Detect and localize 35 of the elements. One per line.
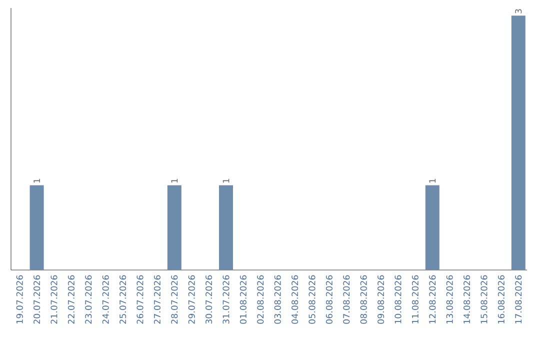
x-tick-label: 05.08.2026 — [308, 275, 316, 324]
x-tick-label: 25.07.2026 — [120, 275, 126, 324]
x-tick-label: 26.07.2026 — [136, 275, 144, 324]
x-tick-label: 11.08.2026 — [412, 275, 418, 324]
x-tick-label: 10.08.2026 — [394, 275, 402, 324]
x-tick-label: 23.07.2026 — [85, 275, 92, 324]
data-label: 1 — [34, 178, 40, 183]
x-tick-label: 31.07.2026 — [222, 275, 230, 324]
x-tick-label: 24.07.2026 — [102, 275, 109, 324]
x-tick-label: 19.07.2026 — [16, 275, 23, 324]
x-tick-label: 21.07.2026 — [50, 275, 58, 324]
x-tick-label: 01.08.2026 — [240, 275, 246, 324]
x-tick-label: 04.08.2026 — [292, 275, 298, 324]
x-tick-label: 03.08.2026 — [274, 275, 281, 324]
x-tick-label: 07.08.2026 — [343, 275, 350, 324]
x-tick-label: 14.08.2026 — [464, 275, 470, 324]
x-tick-label: 30.07.2026 — [206, 275, 212, 324]
x-tick-label: 13.08.2026 — [446, 275, 453, 324]
x-tick-label: 08.08.2026 — [360, 275, 367, 324]
x-tick-label: 20.07.2026 — [34, 275, 40, 324]
x-tick-label: 09.08.2026 — [378, 275, 384, 324]
x-tick-label: 22.07.2026 — [68, 275, 74, 324]
x-tick-label: 17.08.2026 — [515, 275, 522, 324]
x-tick-label: 16.08.2026 — [498, 275, 504, 324]
x-tick-label: 06.08.2026 — [326, 275, 332, 324]
data-label: 1 — [171, 178, 178, 183]
x-tick-label: 12.08.2026 — [429, 275, 436, 324]
data-label: 1 — [222, 178, 230, 183]
x-tick-label: 29.07.2026 — [188, 275, 195, 324]
x-tick-label: 27.07.2026 — [154, 275, 160, 324]
x-tick-label: 15.08.2026 — [480, 275, 488, 324]
x-tick-label: 28.07.2026 — [171, 275, 178, 324]
data-label: 1 — [429, 178, 436, 183]
data-label: 3 — [515, 9, 522, 14]
x-tick-label: 02.08.2026 — [257, 275, 264, 324]
